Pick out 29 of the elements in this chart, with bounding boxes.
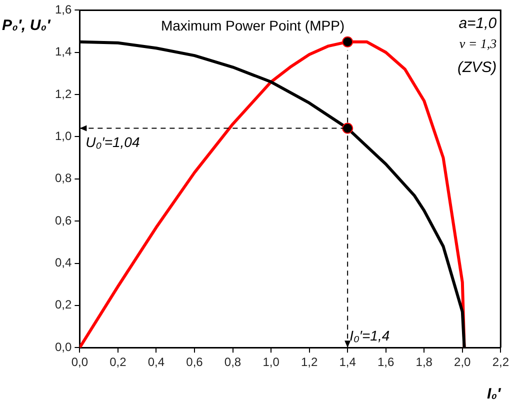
x-tick-label: 1,0 bbox=[262, 355, 280, 370]
y-tick-label: 0,4 bbox=[54, 256, 72, 270]
x-tick-label: 0,2 bbox=[110, 355, 127, 370]
annotation: a=1,0 bbox=[458, 14, 498, 32]
y-tick-label: 1,6 bbox=[54, 2, 72, 17]
x-tick-label: 1,8 bbox=[416, 355, 433, 370]
y-tick-label: 0,2 bbox=[54, 298, 72, 312]
ref-line-label: I₀′=1,4 bbox=[350, 327, 390, 344]
x-tick-label: 2,0 bbox=[454, 355, 472, 370]
x-tick-label: 2,2 bbox=[492, 355, 510, 370]
x-tick-label: 0,0 bbox=[71, 355, 88, 370]
x-tick-label: 1,4 bbox=[339, 355, 356, 370]
x-tick-label: 1,2 bbox=[300, 355, 318, 370]
x-tick-label: 0,6 bbox=[186, 355, 204, 370]
annotation: (ZVS) bbox=[457, 58, 497, 76]
y-tick-label: 1,2 bbox=[54, 86, 72, 101]
annotation: ν = 1,3 bbox=[459, 36, 498, 52]
x-tick-label: 0,8 bbox=[224, 355, 242, 370]
y-tick-label: 0,8 bbox=[54, 171, 72, 186]
x-tick-label: 0,4 bbox=[148, 355, 165, 370]
y-axis-title: P₀′, U₀′ bbox=[2, 16, 52, 34]
x-tick-label: 1,6 bbox=[378, 355, 395, 370]
y-tick-label: 1,4 bbox=[54, 44, 72, 59]
ref-line-label: U₀′=1,04 bbox=[86, 134, 140, 150]
y-tick-label: 1,0 bbox=[54, 129, 72, 144]
x-axis-title: I₀′ bbox=[486, 386, 502, 403]
y-tick-label: 0,0 bbox=[54, 340, 72, 354]
annotation: Maximum Power Point (MPP) bbox=[160, 18, 345, 34]
y-tick-label: 0,6 bbox=[54, 213, 72, 228]
